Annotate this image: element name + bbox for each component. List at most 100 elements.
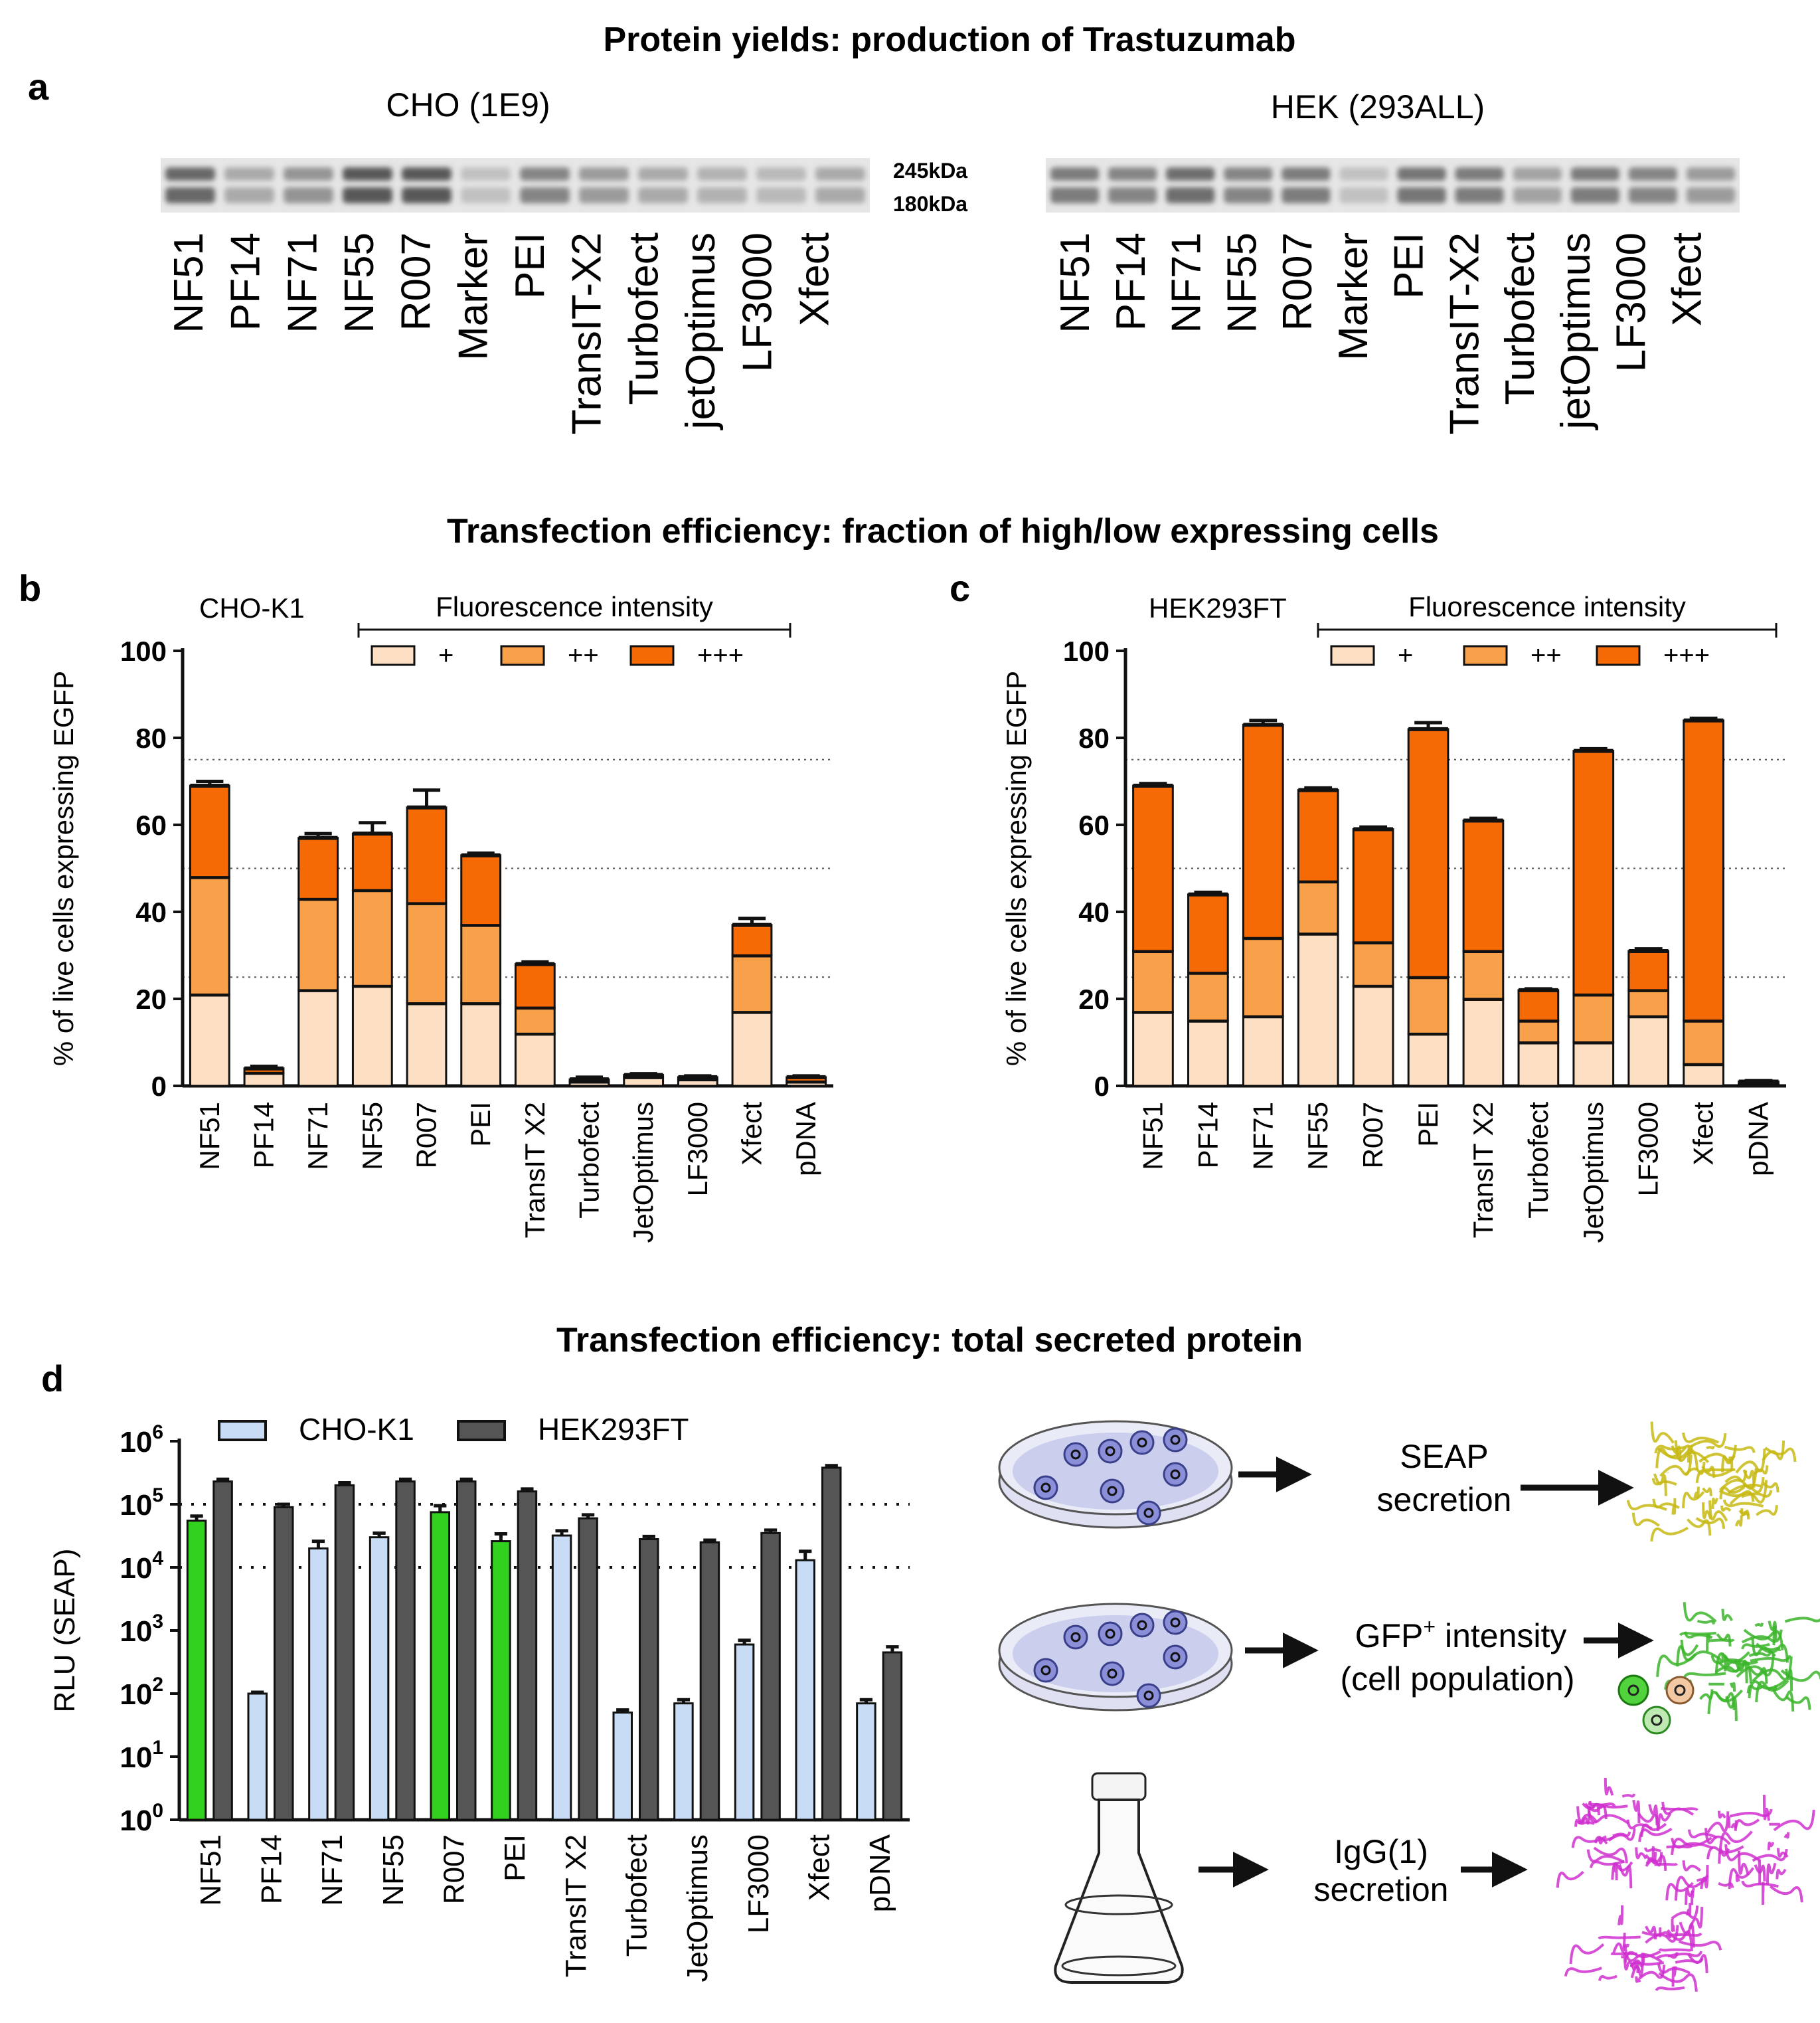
- y-tick-label: 100: [120, 636, 167, 667]
- blot-band-upper: [697, 167, 747, 181]
- chart-b-cho-k1: 0 20 40 60 80 100 % of live cells expressing E…: [48, 591, 833, 1243]
- ribbon-strand: [1706, 1811, 1730, 1834]
- schematic-workflow: SEAP secretion GFP+ intensity (cell popu…: [998, 1420, 1820, 1992]
- ribbon-strand: [1671, 1966, 1677, 1987]
- ribbon-strand: [1706, 1445, 1715, 1450]
- legend-label: ++: [568, 641, 599, 670]
- label-cell-population: (cell population): [1341, 1660, 1575, 1698]
- ribbon-strand: [1701, 1502, 1712, 1520]
- ribbon-strand: [1720, 1505, 1732, 1512]
- blot-band-lower: [815, 187, 865, 203]
- y-tick-label: 103: [120, 1611, 163, 1648]
- ribbon-strand: [1650, 1421, 1675, 1444]
- y-tick-label: 80: [135, 723, 167, 754]
- ribbon-strand: [1658, 1947, 1691, 1952]
- bar-segment: [1132, 1011, 1174, 1087]
- ribbon-strand: [1656, 1952, 1679, 1959]
- y-axis-label: % of live cells expressing EGFP: [48, 671, 79, 1066]
- ribbon-strand: [1706, 1845, 1744, 1860]
- y-tick-label: 106: [120, 1421, 163, 1458]
- ribbon-strand: [1708, 1500, 1728, 1522]
- bar: [456, 1480, 477, 1821]
- ribbon-strand: [1724, 1445, 1756, 1453]
- x-tick-label: Turbofect: [621, 1834, 653, 1957]
- legend-label: HEK293FT: [538, 1412, 689, 1447]
- ribbon-strand: [1711, 1498, 1718, 1509]
- ribbon-strand: [1598, 1804, 1628, 1810]
- bar-segment: [1627, 1015, 1670, 1087]
- ribbon-strand: [1667, 1951, 1702, 1958]
- gfp-cells-icon: [1617, 1674, 1695, 1735]
- x-tick-label: TransIT X2: [519, 1102, 550, 1238]
- ribbon-strand: [1689, 1907, 1704, 1929]
- ribbon-strand: [1769, 1885, 1803, 1903]
- blot-band-upper: [1224, 167, 1273, 181]
- blot-lane-label: R007: [394, 232, 440, 331]
- cell-icon: [1063, 1625, 1088, 1650]
- ribbon-strand: [1652, 1498, 1680, 1510]
- x-tick-label: R007: [1357, 1102, 1388, 1168]
- ribbon-strand: [1768, 1621, 1778, 1640]
- cell-icon: [1163, 1644, 1188, 1670]
- ribbon-strand: [1653, 1473, 1667, 1496]
- ribbon-strand: [1699, 1689, 1714, 1700]
- ribbon-strand: [1748, 1666, 1768, 1684]
- ribbon-strand: [1702, 1487, 1712, 1496]
- cell-icon: [1163, 1427, 1188, 1452]
- ribbon-strand: [1750, 1654, 1791, 1662]
- ribbon-strand: [1644, 1847, 1662, 1853]
- ribbon-strand: [1736, 1654, 1775, 1678]
- ribbon-strand: [1710, 1638, 1735, 1642]
- bar-segment: [1297, 932, 1339, 1087]
- cell-icon: [1063, 1442, 1088, 1467]
- x-tick-label: NF51: [1137, 1102, 1168, 1170]
- cell-icon: [1033, 1475, 1058, 1500]
- ribbon-strand: [1743, 1628, 1784, 1650]
- ribbon-strand: [1683, 1672, 1726, 1678]
- ribbon-strand: [1752, 1848, 1788, 1862]
- ribbon-strand: [1678, 1940, 1722, 1951]
- ribbon-strand: [1671, 1836, 1712, 1856]
- marker-245kda: 245kDa: [893, 159, 967, 183]
- blot-lane-label: PEI: [507, 232, 553, 299]
- cell-nucleus: [1070, 1449, 1081, 1460]
- cell-nucleus: [1137, 1620, 1147, 1630]
- ribbon-strand: [1741, 1880, 1779, 1888]
- x-tick-label: JetOptimus: [627, 1102, 659, 1243]
- cell-icon: [1136, 1500, 1161, 1526]
- bar-segment: [731, 954, 773, 1013]
- label-gfp-intensity: GFP+ intensity: [1355, 1615, 1567, 1654]
- bar-segment: [514, 1032, 556, 1087]
- marker-180kda: 180kDa: [893, 192, 967, 216]
- ribbon-strand: [1671, 1905, 1699, 1920]
- cell-nucleus: [1105, 1446, 1116, 1456]
- blot-band-lower: [165, 187, 215, 203]
- bar-segment: [1683, 1063, 1724, 1087]
- bar: [734, 1643, 755, 1821]
- petri-dish-2: [998, 1603, 1233, 1712]
- bar-segment: [351, 832, 393, 891]
- x-tick-label: NF55: [377, 1834, 410, 1906]
- blot-band-lower: [284, 187, 333, 203]
- bar-segment: [1242, 723, 1284, 939]
- blot-lane-label: Xfect: [1664, 232, 1710, 326]
- legend-swatch: [629, 645, 675, 666]
- y-tick-exponent: 0: [152, 1800, 163, 1822]
- label-secretion-3: secretion: [1314, 1871, 1449, 1908]
- ribbon-strand: [1714, 1660, 1742, 1674]
- ribbon-strand: [1682, 1860, 1701, 1872]
- y-tick-label: 40: [1078, 897, 1110, 928]
- bar-segment: [189, 784, 230, 879]
- bar-segment: [189, 993, 230, 1087]
- bar-segment: [1352, 984, 1394, 1087]
- ribbon-strand: [1695, 1468, 1733, 1483]
- y-tick-label: 80: [1078, 723, 1110, 754]
- bar-segment: [1297, 789, 1339, 883]
- blot-lane-label: R007: [1275, 232, 1321, 331]
- bar-segment: [1572, 1041, 1615, 1087]
- blot-band-lower: [1050, 187, 1100, 203]
- title-secreted-protein: Transfection efficiency: total secreted …: [556, 1321, 1303, 1360]
- ribbon-strand: [1716, 1633, 1732, 1647]
- y-axis-label: % of live cells expressing EGFP: [1001, 671, 1032, 1066]
- bar: [308, 1547, 329, 1821]
